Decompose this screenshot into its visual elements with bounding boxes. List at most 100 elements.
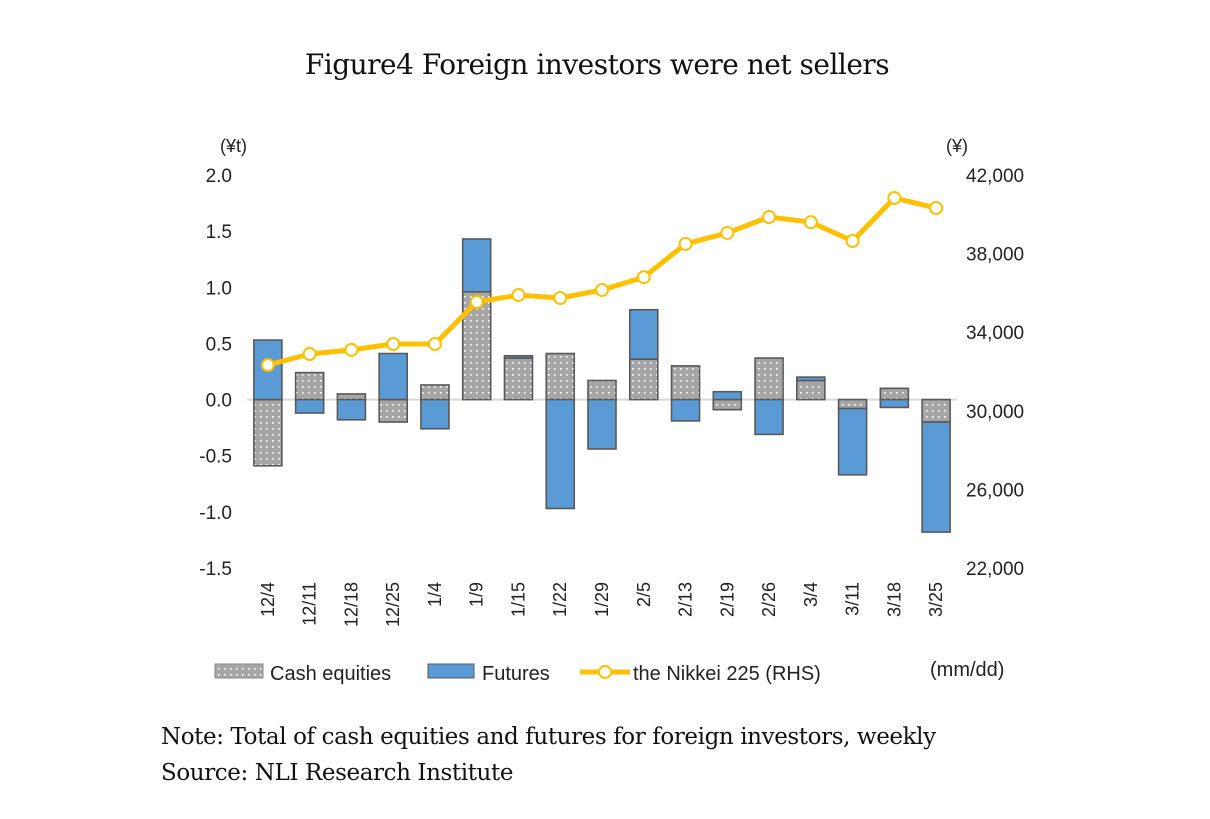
- legend-label-cash: Cash equities: [270, 663, 391, 685]
- bar-cash-equities: [754, 357, 784, 401]
- x-tick-label: 12/25: [383, 582, 403, 627]
- x-tick-label: 3/18: [884, 582, 904, 617]
- legend-label-futures: Futures: [482, 663, 550, 685]
- bar-futures: [754, 398, 784, 436]
- bar-futures: [837, 407, 868, 476]
- nikkei-point: [845, 234, 860, 249]
- y-tick-label: 1.5: [206, 222, 232, 243]
- bar-futures: [670, 398, 701, 422]
- y2-tick-label: 38,000: [966, 245, 1024, 266]
- bar-cash-equities: [879, 387, 910, 401]
- x-tick-label: 12/11: [300, 582, 320, 626]
- y-tick-label: -1.0: [199, 503, 232, 524]
- legend: Cash equities Futures the Nikkei 225 (RH…: [214, 659, 1004, 685]
- x-tick-label: 1/9: [467, 582, 487, 607]
- bar-futures: [879, 398, 910, 409]
- y2-tick-label: 42,000: [966, 166, 1024, 187]
- y-tick-label: 0.5: [206, 334, 232, 355]
- x-axis-unit-label: (mm/dd): [930, 659, 1004, 681]
- nikkei-point: [511, 288, 526, 303]
- nikkei-point: [553, 291, 568, 306]
- nikkei-point: [260, 358, 275, 373]
- bar-cash-equities: [712, 398, 743, 411]
- bar-cash-equities: [921, 398, 951, 423]
- x-axis-ticks: 12/4 12/11 12/18 12/25 1/4 1/9 1/15 1/22 1/29 2/5…: [258, 582, 946, 627]
- x-tick-label: 2/5: [634, 582, 654, 607]
- bar-futures: [545, 398, 576, 510]
- bar-cash-equities: [545, 352, 576, 401]
- nikkei-line: [267, 195, 937, 368]
- chart-title: Figure4 Foreign investors were net selle…: [304, 48, 890, 81]
- nikkei-point: [720, 225, 735, 240]
- x-tick-label: 2/19: [717, 582, 737, 617]
- x-tick-label: 1/22: [550, 582, 570, 617]
- legend-swatch-futures: [427, 663, 475, 679]
- bar-futures: [336, 398, 367, 421]
- y2-axis-unit-label: (¥): [946, 136, 968, 156]
- x-tick-label: 2/26: [759, 582, 779, 617]
- bar-futures: [378, 352, 408, 401]
- nikkei-point: [762, 210, 777, 225]
- y-tick-label: 0.0: [206, 391, 232, 412]
- x-tick-label: 3/25: [926, 582, 946, 617]
- source-text: Source: NLI Research Institute: [161, 760, 514, 786]
- x-tick-label: 1/29: [592, 582, 612, 617]
- bar-cash-equities: [336, 393, 367, 401]
- bar-cash-equities: [837, 398, 868, 410]
- y2-tick-label: 22,000: [966, 559, 1024, 580]
- y2-axis-ticks: 42,000 38,000 34,000 30,000 26,000 22,000: [966, 166, 1024, 580]
- bar-futures: [796, 376, 826, 382]
- bar-cash-equities: [670, 365, 701, 401]
- x-tick-label: 3/4: [801, 582, 821, 607]
- bar-futures: [294, 398, 325, 414]
- y2-tick-label: 26,000: [966, 480, 1024, 501]
- bar-cash-equities: [294, 371, 325, 401]
- nikkei-point: [344, 342, 359, 357]
- bar-futures: [420, 398, 450, 430]
- bar-futures: [921, 421, 951, 533]
- legend-marker-nikkei: [598, 665, 612, 679]
- nikkei-point: [636, 270, 651, 285]
- bar-cash-equities: [587, 379, 617, 401]
- bar-futures: [587, 398, 617, 450]
- y2-tick-label: 30,000: [966, 402, 1024, 423]
- bar-futures: [461, 238, 492, 293]
- nikkei-point: [803, 215, 818, 230]
- bar-series: [253, 238, 951, 533]
- nikkei-point: [302, 347, 317, 362]
- bar-cash-equities: [420, 384, 450, 401]
- y-tick-label: -1.5: [199, 559, 232, 580]
- x-tick-label: 1/15: [508, 582, 528, 617]
- nikkei-point: [427, 336, 442, 351]
- note-text: Note: Total of cash equities and futures…: [161, 724, 936, 750]
- nikkei-point: [678, 236, 693, 251]
- y-tick-label: 1.0: [206, 278, 232, 299]
- y-axis-unit-label: (¥t): [220, 136, 247, 156]
- bar-cash-equities: [503, 357, 534, 401]
- nikkei-point: [469, 294, 484, 309]
- nikkei-point: [595, 282, 609, 297]
- nikkei-point: [386, 336, 401, 351]
- bar-futures: [712, 390, 743, 401]
- bar-futures: [628, 308, 659, 360]
- nikkei-point: [929, 201, 944, 216]
- x-tick-label: 1/4: [425, 582, 445, 607]
- bar-cash-equities: [253, 398, 283, 467]
- y-tick-label: 2.0: [206, 166, 232, 187]
- line-series: [260, 190, 944, 373]
- bar-cash-equities: [628, 358, 659, 401]
- legend-swatch-cash: [214, 663, 264, 679]
- bar-futures: [503, 354, 534, 359]
- y-axis-ticks: 2.0 1.5 1.0 0.5 0.0 -0.5 -1.0 -1.5: [199, 166, 232, 580]
- x-tick-label: 12/4: [258, 582, 278, 617]
- nikkei-point: [887, 190, 902, 205]
- x-tick-label: 2/13: [676, 582, 696, 617]
- x-tick-label: 12/18: [341, 582, 361, 627]
- y-tick-label: -0.5: [199, 447, 232, 468]
- bar-cash-equities: [378, 398, 408, 423]
- legend-label-nikkei: the Nikkei 225 (RHS): [633, 663, 821, 685]
- x-tick-label: 3/11: [843, 582, 863, 616]
- y2-tick-label: 34,000: [966, 323, 1024, 344]
- bar-cash-equities: [796, 379, 826, 401]
